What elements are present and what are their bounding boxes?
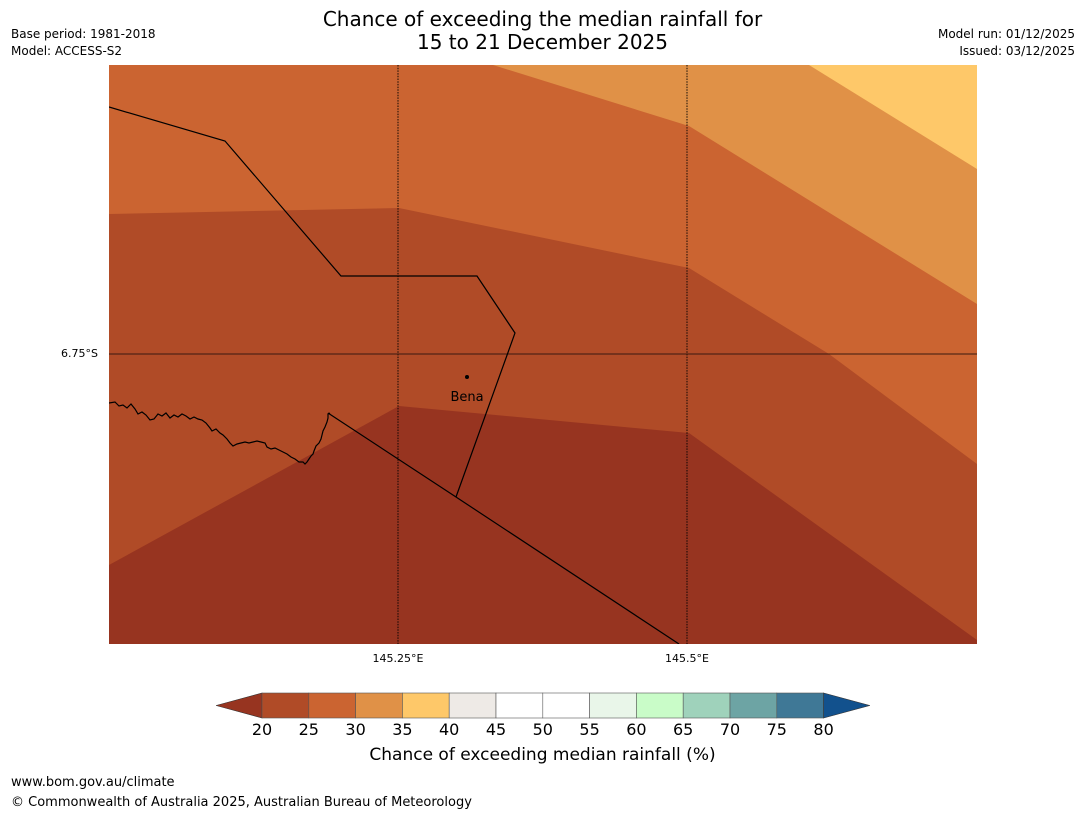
colorbar-arrow-high [823, 692, 870, 719]
model-run-date: Model run: 01/12/2025 [937, 27, 1075, 41]
province-boundary-north [109, 106, 516, 498]
band-35-40 [493, 65, 977, 304]
colorbar-tick-label: 70 [719, 720, 741, 739]
colorbar-swatch-30-35 [355, 692, 403, 719]
colorbar-swatch-50-55 [542, 692, 590, 719]
colorbar-swatch-60-65 [636, 692, 684, 719]
footer-url: www.bom.gov.au/climate [11, 775, 175, 790]
colorbar-tick-label: 35 [392, 720, 413, 739]
colorbar [216, 692, 870, 719]
colorbar-tick-label: 20 [251, 720, 273, 739]
colorbar-tick-label: 50 [532, 720, 553, 739]
colorbar-swatch-25-30 [308, 692, 356, 719]
colorbar-tick-label: 25 [298, 720, 319, 739]
colorbar-swatch-40-45 [448, 692, 497, 719]
colorbar-tick-label: 55 [579, 720, 600, 739]
title-line-1: Chance of exceeding the median rainfall … [322, 7, 763, 31]
colorbar-swatch-45-50 [495, 692, 544, 719]
colorbar-swatch-70-75 [729, 692, 778, 719]
river-line [109, 401, 331, 465]
title-line-2: 15 to 21 December 2025 [416, 30, 668, 54]
colorbar-swatch-65-70 [682, 692, 731, 719]
colorbar-swatch-20-25 [261, 692, 310, 719]
colorbar-swatch-35-40 [402, 692, 450, 719]
colorbar-tick-label: 80 [813, 720, 834, 739]
colorbar-title: Chance of exceeding median rainfall (%) [369, 745, 716, 765]
colorbar-tick-label: 45 [485, 720, 507, 739]
lat-tick-label: 6.75°S [61, 347, 98, 360]
colorbar-tick-label: 65 [673, 720, 694, 739]
model-name: Model: ACCESS-S2 [11, 44, 123, 58]
province-boundary-south [327, 412, 680, 644]
issued-date: Issued: 03/12/2025 [959, 44, 1075, 58]
colorbar-tick-label: 30 [345, 720, 366, 739]
base-period: Base period: 1981-2018 [11, 27, 156, 41]
colorbar-tick-label: 75 [766, 720, 787, 739]
colorbar-swatch-55-60 [589, 692, 637, 719]
page-title: Chance of exceeding the median rainfall … [0, 8, 1085, 54]
band-40-45 [809, 65, 977, 169]
footer-copyright: © Commonwealth of Australia 2025, Austra… [11, 795, 472, 810]
run-info: Model run: 01/12/2025 Issued: 03/12/2025 [938, 26, 1075, 60]
colorbar-swatch-75-80 [776, 692, 824, 719]
colorbar-tick-label: 40 [439, 720, 460, 739]
colorbar-arrow-low [216, 692, 263, 719]
colorbar-tick-label: 60 [626, 720, 647, 739]
bena-marker [465, 375, 469, 379]
lon-tick-label-2: 145.5°E [665, 652, 709, 665]
rainfall-map: Bena [109, 65, 977, 644]
model-info: Base period: 1981-2018 Model: ACCESS-S2 [11, 26, 156, 60]
lon-tick-label-1: 145.25°E [372, 652, 424, 665]
place-label-bena: Bena [450, 390, 483, 405]
